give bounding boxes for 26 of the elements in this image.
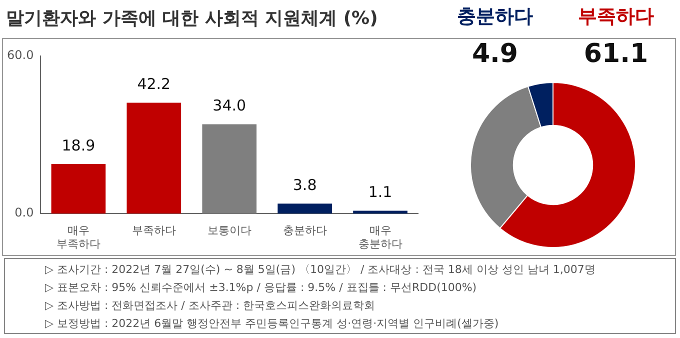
slice-label: 충분하다 [457, 5, 533, 28]
x-tick-label: 보통이다 [207, 224, 252, 238]
text: ▷ 표본오차 : 95% 신뢰수준에서 ±3.1%p / 응답률 : 9.5% / 표집틀 : 무선RDD(100%) [45, 280, 478, 296]
text: ▷ 조사기간 : 2022년 7월 27일(수) ~ 8월 5일(금) 〈10일간〉 / 조사대상 : 전국 18세 이상 성인 남녀 1,007명 [45, 262, 596, 278]
chart-title: 말기환자와 가족에 대한 사회적 지원체계 (%) [6, 6, 378, 30]
x-tick-label: 매우 부족하다 [56, 224, 100, 250]
bar [202, 124, 257, 214]
data-label: 61.1 [584, 38, 648, 69]
bar [353, 210, 408, 214]
text: ▷ 보정방법 : 2022년 6월말 행정안전부 주민등록인구통계 성·연령·지역별 인구비례(셀가중) [45, 316, 500, 332]
text: ▷ 조사방법 : 전화면접조사 / 조사주관 : 한국호스피스완화의료학회 [45, 298, 376, 314]
data-label: 3.8 [292, 176, 317, 194]
data-label: 42.2 [137, 75, 171, 94]
data-label: 18.9 [62, 136, 96, 154]
data-label: 34.0 [212, 96, 246, 115]
x-tick-label: 충분하다 [282, 224, 327, 238]
bar [51, 164, 106, 214]
data-label: 1.1 [368, 183, 392, 202]
x-tick-label: 매우 충분하다 [358, 224, 402, 250]
bar [126, 102, 182, 214]
y-tick-label: 60.0 [7, 48, 34, 62]
slice-label: 부족하다 [578, 5, 654, 28]
bar [278, 204, 332, 214]
x-tick-label: 부족하다 [132, 224, 176, 238]
y-tick-label: 0.0 [14, 206, 34, 220]
data-label: 4.9 [472, 38, 518, 69]
